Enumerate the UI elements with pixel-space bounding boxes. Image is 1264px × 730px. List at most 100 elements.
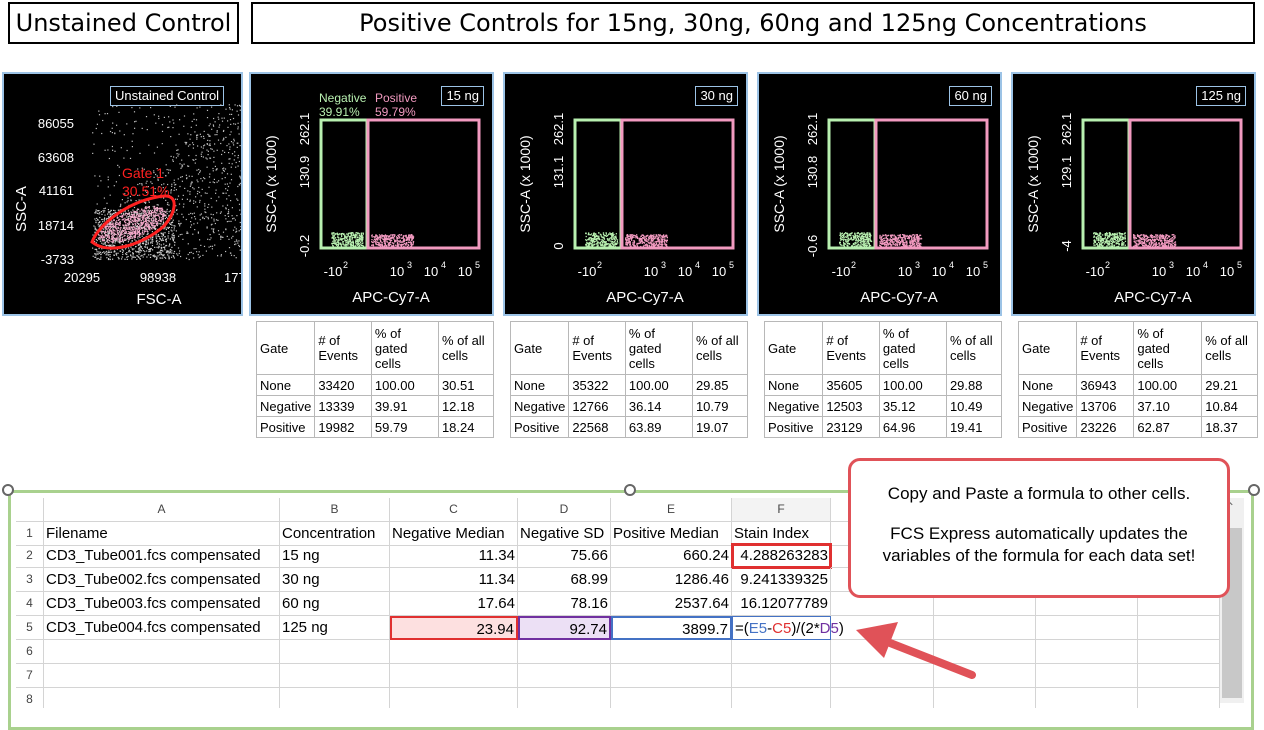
spreadsheet-cell[interactable]: Positive Median xyxy=(611,522,732,546)
spreadsheet-cell[interactable] xyxy=(280,688,390,708)
spreadsheet-cell[interactable]: 75.66 xyxy=(518,544,611,568)
spreadsheet-cell[interactable]: 68.99 xyxy=(518,568,611,592)
column-header[interactable]: C xyxy=(390,498,518,522)
row-header[interactable]: 7 xyxy=(16,664,44,688)
scroll-up-arrow-icon[interactable]: ⌃ xyxy=(1225,500,1236,514)
spreadsheet-cell[interactable]: 125 ng xyxy=(280,616,390,640)
spreadsheet-cell[interactable] xyxy=(518,688,611,708)
spreadsheet-cell[interactable]: 15 ng xyxy=(280,544,390,568)
plot-15ng[interactable]: 15 ng 262.1 130.9 -0.2 SSC-A (x 1000) -10 2 10 3… xyxy=(249,72,494,316)
row-header[interactable]: 1 xyxy=(16,522,44,546)
unstained-plot-svg: Gate 1 30.51% 86055 63608 41161 18714 -3… xyxy=(13,104,241,308)
spreadsheet-cell[interactable] xyxy=(934,592,1036,616)
formula-cell[interactable]: =(E5-C5)/(2*D5) xyxy=(732,616,844,640)
spreadsheet-cell[interactable] xyxy=(831,640,934,664)
spreadsheet-cell[interactable] xyxy=(831,592,934,616)
spreadsheet-cell[interactable]: 2537.64 xyxy=(611,592,732,616)
spreadsheet-cell[interactable] xyxy=(1138,640,1220,664)
spreadsheet-cell[interactable] xyxy=(732,688,831,708)
spreadsheet-cell[interactable]: 92.74 xyxy=(518,616,611,640)
spreadsheet-cell[interactable]: 60 ng xyxy=(280,592,390,616)
spreadsheet-cell[interactable] xyxy=(280,664,390,688)
spreadsheet-cell[interactable] xyxy=(44,664,280,688)
spreadsheet-cell[interactable] xyxy=(732,640,831,664)
unstained-scatter-plot[interactable]: Unstained Control Gate 1 30.51% 86055 63… xyxy=(2,72,243,316)
spreadsheet-cell[interactable] xyxy=(934,664,1036,688)
spreadsheet-cell[interactable] xyxy=(44,640,280,664)
spreadsheet-cell[interactable] xyxy=(518,640,611,664)
stats-row: Positive 22568 63.89 19.07 xyxy=(509,416,749,438)
row-header[interactable]: 4 xyxy=(16,592,44,616)
spreadsheet-cell[interactable]: 11.34 xyxy=(390,544,518,568)
spreadsheet-cell[interactable] xyxy=(611,688,732,708)
spreadsheet-cell[interactable]: 11.34 xyxy=(390,568,518,592)
spreadsheet-cell[interactable] xyxy=(1138,664,1220,688)
corner-cell[interactable] xyxy=(16,498,44,522)
spreadsheet-cell[interactable] xyxy=(831,688,934,708)
spreadsheet-cell[interactable] xyxy=(1036,640,1138,664)
spreadsheet-cell[interactable]: 660.24 xyxy=(611,544,732,568)
spreadsheet-cell[interactable] xyxy=(390,664,518,688)
spreadsheet-cell[interactable] xyxy=(1036,616,1138,640)
y-tick: 262.1 xyxy=(805,113,820,146)
spreadsheet-cell[interactable] xyxy=(390,640,518,664)
spreadsheet-cell[interactable]: Stain Index xyxy=(732,522,831,546)
plot-125ng[interactable]: 125 ng 262.1 129.1 -4 SSC-A (x 1000) -10 2 10 3 1… xyxy=(1011,72,1256,316)
spreadsheet-cell[interactable]: CD3_Tube002.fcs compensated xyxy=(44,568,280,592)
spreadsheet-cell[interactable]: CD3_Tube004.fcs compensated xyxy=(44,616,280,640)
spreadsheet-cell[interactable] xyxy=(611,664,732,688)
resize-handle-right[interactable] xyxy=(1248,484,1260,496)
formula-token: E5 xyxy=(748,620,768,637)
spreadsheet-cell[interactable] xyxy=(280,640,390,664)
row-header[interactable]: 2 xyxy=(16,544,44,568)
spreadsheet-cell[interactable]: 3899.7 xyxy=(611,616,732,640)
spreadsheet-cell[interactable]: 4.288263283 xyxy=(731,543,832,569)
resize-handle-left[interactable] xyxy=(2,484,14,496)
spreadsheet-cell[interactable]: 9.241339325 xyxy=(732,568,831,592)
spreadsheet-cell[interactable] xyxy=(44,688,280,708)
stats-cell: 10.79 xyxy=(691,395,749,417)
spreadsheet-cell[interactable] xyxy=(518,664,611,688)
spreadsheet-cell[interactable]: 16.12077789 xyxy=(732,592,831,616)
spreadsheet-cell[interactable] xyxy=(1138,592,1220,616)
column-header[interactable]: D xyxy=(518,498,611,522)
spreadsheet-cell[interactable]: 30 ng xyxy=(280,568,390,592)
x-tick-exponent: 2 xyxy=(597,260,602,270)
stats-header-cell: % of gated cells xyxy=(370,321,439,375)
spreadsheet-cell[interactable] xyxy=(390,688,518,708)
row-header[interactable]: 3 xyxy=(16,568,44,592)
spreadsheet-cell[interactable]: 23.94 xyxy=(390,616,518,640)
column-header[interactable]: E xyxy=(611,498,732,522)
resize-handle-top[interactable] xyxy=(624,484,636,496)
spreadsheet-cell[interactable] xyxy=(1036,688,1138,708)
spreadsheet-cell[interactable]: 1286.46 xyxy=(611,568,732,592)
row-header[interactable]: 6 xyxy=(16,640,44,664)
plot-60ng[interactable]: 60 ng 262.1 130.8 -0.6 SSC-A (x 1000) -10 2 10 3… xyxy=(757,72,1002,316)
stats-cell: 35605 xyxy=(822,374,880,396)
spreadsheet-cell[interactable] xyxy=(934,616,1036,640)
spreadsheet-cell[interactable] xyxy=(1036,664,1138,688)
column-header[interactable]: F xyxy=(732,498,831,522)
column-header[interactable]: A xyxy=(44,498,280,522)
column-header[interactable]: B xyxy=(280,498,390,522)
plot-30ng[interactable]: 30 ng 262.1 131.1 0 SSC-A (x 1000) -10 2 10 3 10 4… xyxy=(503,72,748,316)
spreadsheet-cell[interactable]: Filename xyxy=(44,522,280,546)
row-header[interactable]: 5 xyxy=(16,616,44,640)
spreadsheet-cell[interactable] xyxy=(1036,592,1138,616)
spreadsheet-cell[interactable]: Concentration xyxy=(280,522,390,546)
spreadsheet-cell[interactable] xyxy=(831,664,934,688)
spreadsheet-cell[interactable] xyxy=(611,640,732,664)
spreadsheet-cell[interactable]: CD3_Tube001.fcs compensated xyxy=(44,544,280,568)
spreadsheet-cell[interactable] xyxy=(934,640,1036,664)
spreadsheet-cell[interactable]: 78.16 xyxy=(518,592,611,616)
spreadsheet-cell[interactable]: CD3_Tube003.fcs compensated xyxy=(44,592,280,616)
spreadsheet-cell[interactable] xyxy=(934,688,1036,708)
spreadsheet-cell[interactable] xyxy=(1138,688,1220,708)
spreadsheet-cell[interactable]: Negative Median xyxy=(390,522,518,546)
spreadsheet-cell[interactable] xyxy=(1138,616,1220,640)
spreadsheet-cell[interactable] xyxy=(732,664,831,688)
row-header[interactable]: 8 xyxy=(16,688,44,708)
spreadsheet-cell[interactable] xyxy=(831,616,934,640)
spreadsheet-cell[interactable]: Negative SD xyxy=(518,522,611,546)
spreadsheet-cell[interactable]: 17.64 xyxy=(390,592,518,616)
